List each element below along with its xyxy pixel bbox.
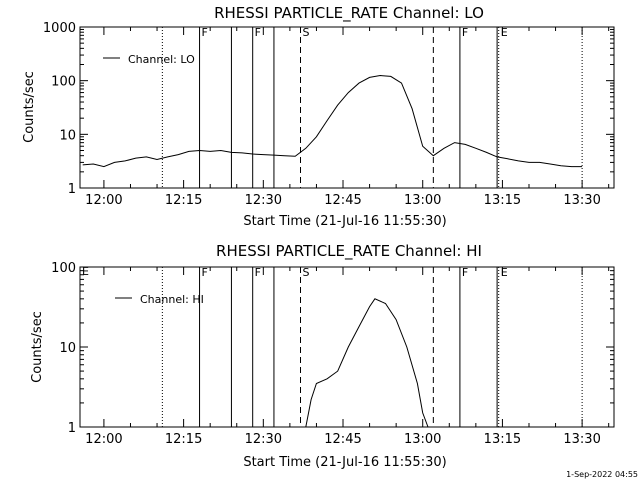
x-tick-label: 12:30 bbox=[245, 193, 282, 208]
y-tick-label: 1 bbox=[68, 182, 76, 197]
event-marker-label: F bbox=[462, 26, 468, 39]
x-tick-label: 13:00 bbox=[404, 193, 441, 208]
x-tick-label: 12:30 bbox=[245, 432, 282, 447]
x-tick-label: 13:30 bbox=[563, 432, 600, 447]
event-marker-label: E bbox=[501, 26, 508, 39]
y-tick-label: 10 bbox=[59, 128, 76, 143]
y-tick-label: 100 bbox=[51, 261, 76, 276]
x-tick-label: 13:15 bbox=[484, 432, 521, 447]
legend-label-hi: Channel: HI bbox=[140, 293, 204, 306]
x-tick-label: 12:15 bbox=[165, 193, 202, 208]
y-axis-label-hi: Counts/sec bbox=[30, 311, 45, 383]
corner-label-hi: E bbox=[82, 265, 89, 278]
x-axis-label-lo: Start Time (21-Jul-16 11:55:30) bbox=[243, 214, 446, 229]
series-line bbox=[305, 298, 429, 428]
plot-frame bbox=[79, 26, 615, 189]
x-tick-label: 12:00 bbox=[85, 432, 122, 447]
event-marker-label: E bbox=[501, 266, 508, 279]
y-tick-label: 100 bbox=[51, 75, 76, 90]
chart-title-lo: RHESSI PARTICLE_RATE Channel: LO bbox=[214, 4, 484, 23]
plot-frame bbox=[79, 266, 615, 428]
x-tick-label: 12:00 bbox=[85, 193, 122, 208]
series-line bbox=[82, 74, 583, 168]
panel-hi: RHESSI PARTICLE_RATE Channel: HI Counts/… bbox=[30, 242, 615, 470]
x-tick-label: 13:30 bbox=[563, 193, 600, 208]
x-tick-label: 13:15 bbox=[484, 193, 521, 208]
event-marker-label: F bbox=[255, 266, 261, 279]
legend-label-lo: Channel: LO bbox=[128, 53, 195, 66]
footer-timestamp: 1-Sep-2022 04:55 bbox=[566, 470, 638, 479]
panel-lo: RHESSI PARTICLE_RATE Channel: LO Counts/… bbox=[22, 4, 615, 229]
y-tick-label: 1 bbox=[68, 421, 76, 436]
y-tick-label: 10 bbox=[59, 341, 76, 356]
x-tick-label: 12:15 bbox=[165, 432, 202, 447]
x-tick-label: 12:45 bbox=[324, 193, 361, 208]
event-marker-label: S bbox=[303, 26, 310, 39]
event-marker-label: S bbox=[303, 266, 310, 279]
x-tick-label: 12:45 bbox=[324, 432, 361, 447]
x-axis-label-hi: Start Time (21-Jul-16 11:55:30) bbox=[243, 455, 446, 470]
event-marker-label: F bbox=[462, 266, 468, 279]
x-tick-label: 13:00 bbox=[404, 432, 441, 447]
y-tick-label: 1000 bbox=[43, 21, 76, 36]
event-marker-label: F bbox=[202, 26, 208, 39]
chart-title-hi: RHESSI PARTICLE_RATE Channel: HI bbox=[216, 242, 482, 261]
event-marker-label: F bbox=[202, 266, 208, 279]
event-marker-label: F bbox=[255, 26, 261, 39]
y-axis-label-lo: Counts/sec bbox=[22, 71, 37, 143]
